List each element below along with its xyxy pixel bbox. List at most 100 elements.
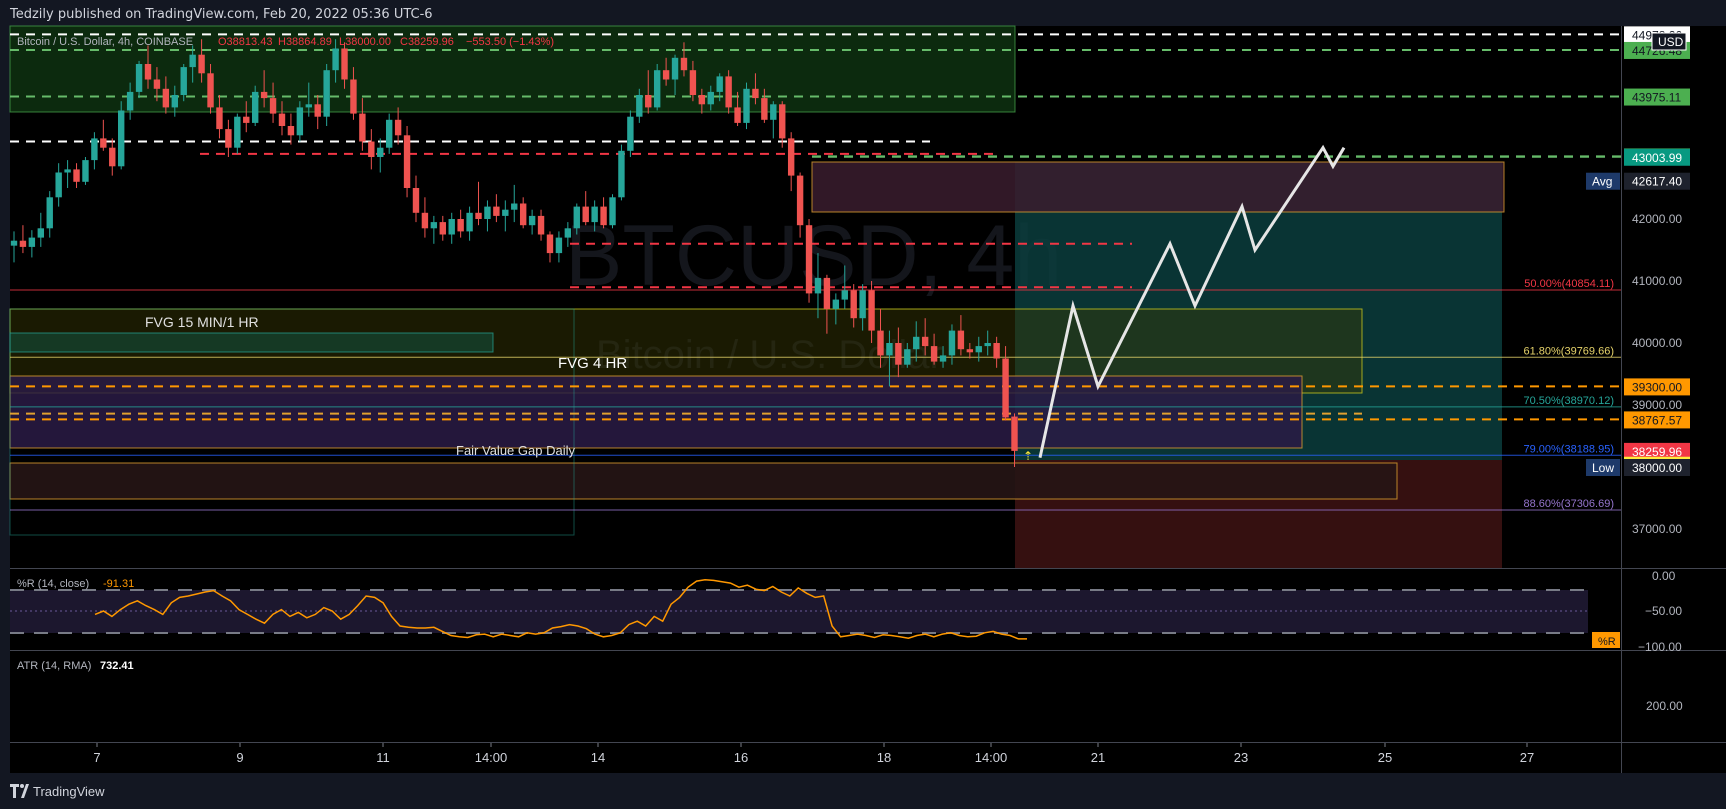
atr-tick: 200.00 [1646, 699, 1683, 713]
fvg-daily-zone[interactable] [9, 462, 1398, 500]
time-axis[interactable]: 7 9 11 14:00 14 16 18 14:00 21 23 25 27 [93, 743, 1534, 765]
projection-path[interactable] [1038, 144, 1346, 459]
zones[interactable] [9, 25, 1505, 568]
legend-change: −553.50 (−1.43%) [466, 36, 554, 48]
wr-title[interactable]: %R (14, close) [17, 578, 89, 590]
time-tick: 23 [1234, 750, 1248, 765]
wr-tag: %R [1598, 636, 1616, 648]
candle-body [796, 175, 804, 226]
candle-body [243, 116, 250, 123]
candle-body [394, 119, 402, 136]
legend-symbol[interactable]: Bitcoin / U.S. Dollar, 4h, COINBASE [17, 36, 193, 48]
candle-body [895, 343, 902, 365]
candle-body [180, 67, 187, 95]
candle-body [82, 160, 89, 182]
candle-body [653, 70, 661, 108]
candle-body [841, 290, 848, 300]
candle-body [850, 290, 857, 319]
atr-title[interactable]: ATR (14, RMA) [17, 660, 91, 672]
price-badge: 38259.96 [1632, 445, 1682, 459]
candle-body [511, 203, 518, 210]
time-tick: 14 [591, 750, 605, 765]
horizontal-levels[interactable] [10, 33, 1621, 421]
price-axis-ticks: 42000.00 41000.00 40000.00 39000.00 37000.00 [1632, 212, 1682, 536]
candle-body [448, 219, 455, 235]
candlestick-series[interactable] [10, 39, 1018, 467]
candle-body [484, 206, 491, 219]
candle-body [913, 336, 920, 350]
candle-body [430, 222, 438, 229]
candle-body [171, 95, 178, 108]
candle-body [939, 355, 947, 362]
candle-body [975, 346, 982, 353]
price-tick: 41000.00 [1632, 274, 1682, 288]
legend-close: C38259.96 [400, 36, 454, 48]
candle-body [787, 138, 795, 176]
candle-body [761, 98, 768, 120]
currency-button[interactable]: USD [1658, 35, 1684, 49]
legend-open: O38813.43 [218, 36, 272, 48]
price-badge-tag-bg [1586, 459, 1620, 476]
publish-info: Tedzily published on TradingView.com, Fe… [10, 7, 433, 22]
candle-body [966, 349, 974, 353]
candle-body [198, 54, 205, 74]
price-badge-bg [1624, 459, 1690, 476]
candle-body [609, 197, 616, 226]
candle-body [216, 107, 223, 130]
candle-body [1011, 416, 1018, 451]
fvg-purple-zone[interactable] [9, 375, 1303, 449]
candle-body [412, 188, 420, 213]
candle-body [645, 95, 652, 108]
candle-body [528, 215, 536, 226]
wr-value: -91.31 [103, 578, 134, 590]
fvg-15min-zone[interactable] [9, 332, 494, 353]
price-badge: 39300.00 [1632, 380, 1682, 394]
fvg-15min-label: FVG 15 MIN/1 HR [145, 314, 259, 330]
arrow-up-marker: ⇡ [1023, 449, 1033, 463]
candle-body [680, 57, 688, 71]
candle-body [957, 330, 965, 350]
candle-body [636, 95, 643, 117]
candle-body [55, 172, 62, 198]
fvg-zone-high[interactable] [811, 161, 1505, 213]
time-axis-bg[interactable] [10, 743, 1621, 773]
candle-body [278, 113, 286, 126]
candle-body [377, 147, 384, 157]
tradingview-logo[interactable]: TradingView [8, 773, 168, 809]
candle-body [64, 169, 71, 173]
fib-label: 70.50%(38970.12) [1523, 395, 1614, 407]
fvg-4hr-label: FVG 4 HR [558, 355, 627, 372]
fvg-daily-frame[interactable] [9, 308, 575, 536]
candle-body [591, 206, 598, 223]
candle-body [19, 240, 27, 247]
candle-body [135, 64, 143, 92]
candle-body [269, 98, 277, 114]
candle-body [323, 70, 330, 117]
candle-body [573, 206, 580, 229]
candle-body [886, 343, 893, 356]
candle-body [930, 346, 938, 362]
candle-body [600, 206, 607, 226]
fib-label: 50.00%(40854.11) [1524, 278, 1614, 290]
wr-line[interactable] [94, 578, 1027, 640]
price-tick: 42000.00 [1632, 212, 1682, 226]
candle-body [91, 138, 98, 161]
candle-body [162, 88, 170, 108]
atr-pane[interactable] [10, 651, 1621, 742]
time-tick: 9 [236, 750, 243, 765]
candle-body [126, 91, 134, 111]
candle-body [296, 107, 304, 136]
time-tick: 27 [1520, 750, 1534, 765]
candle-body [225, 129, 232, 148]
candle-body [341, 48, 348, 80]
wr-tick-0: 0.00 [1652, 569, 1676, 583]
price-badge-bg [1624, 172, 1690, 190]
candle-body [752, 88, 759, 99]
currency-button-bg[interactable] [1651, 32, 1687, 51]
time-tick: 11 [376, 750, 390, 765]
candle-body [743, 88, 750, 123]
price-badge: 42617.40 [1632, 175, 1682, 189]
candle-body [421, 212, 429, 229]
price-tick: 39000.00 [1632, 398, 1682, 412]
